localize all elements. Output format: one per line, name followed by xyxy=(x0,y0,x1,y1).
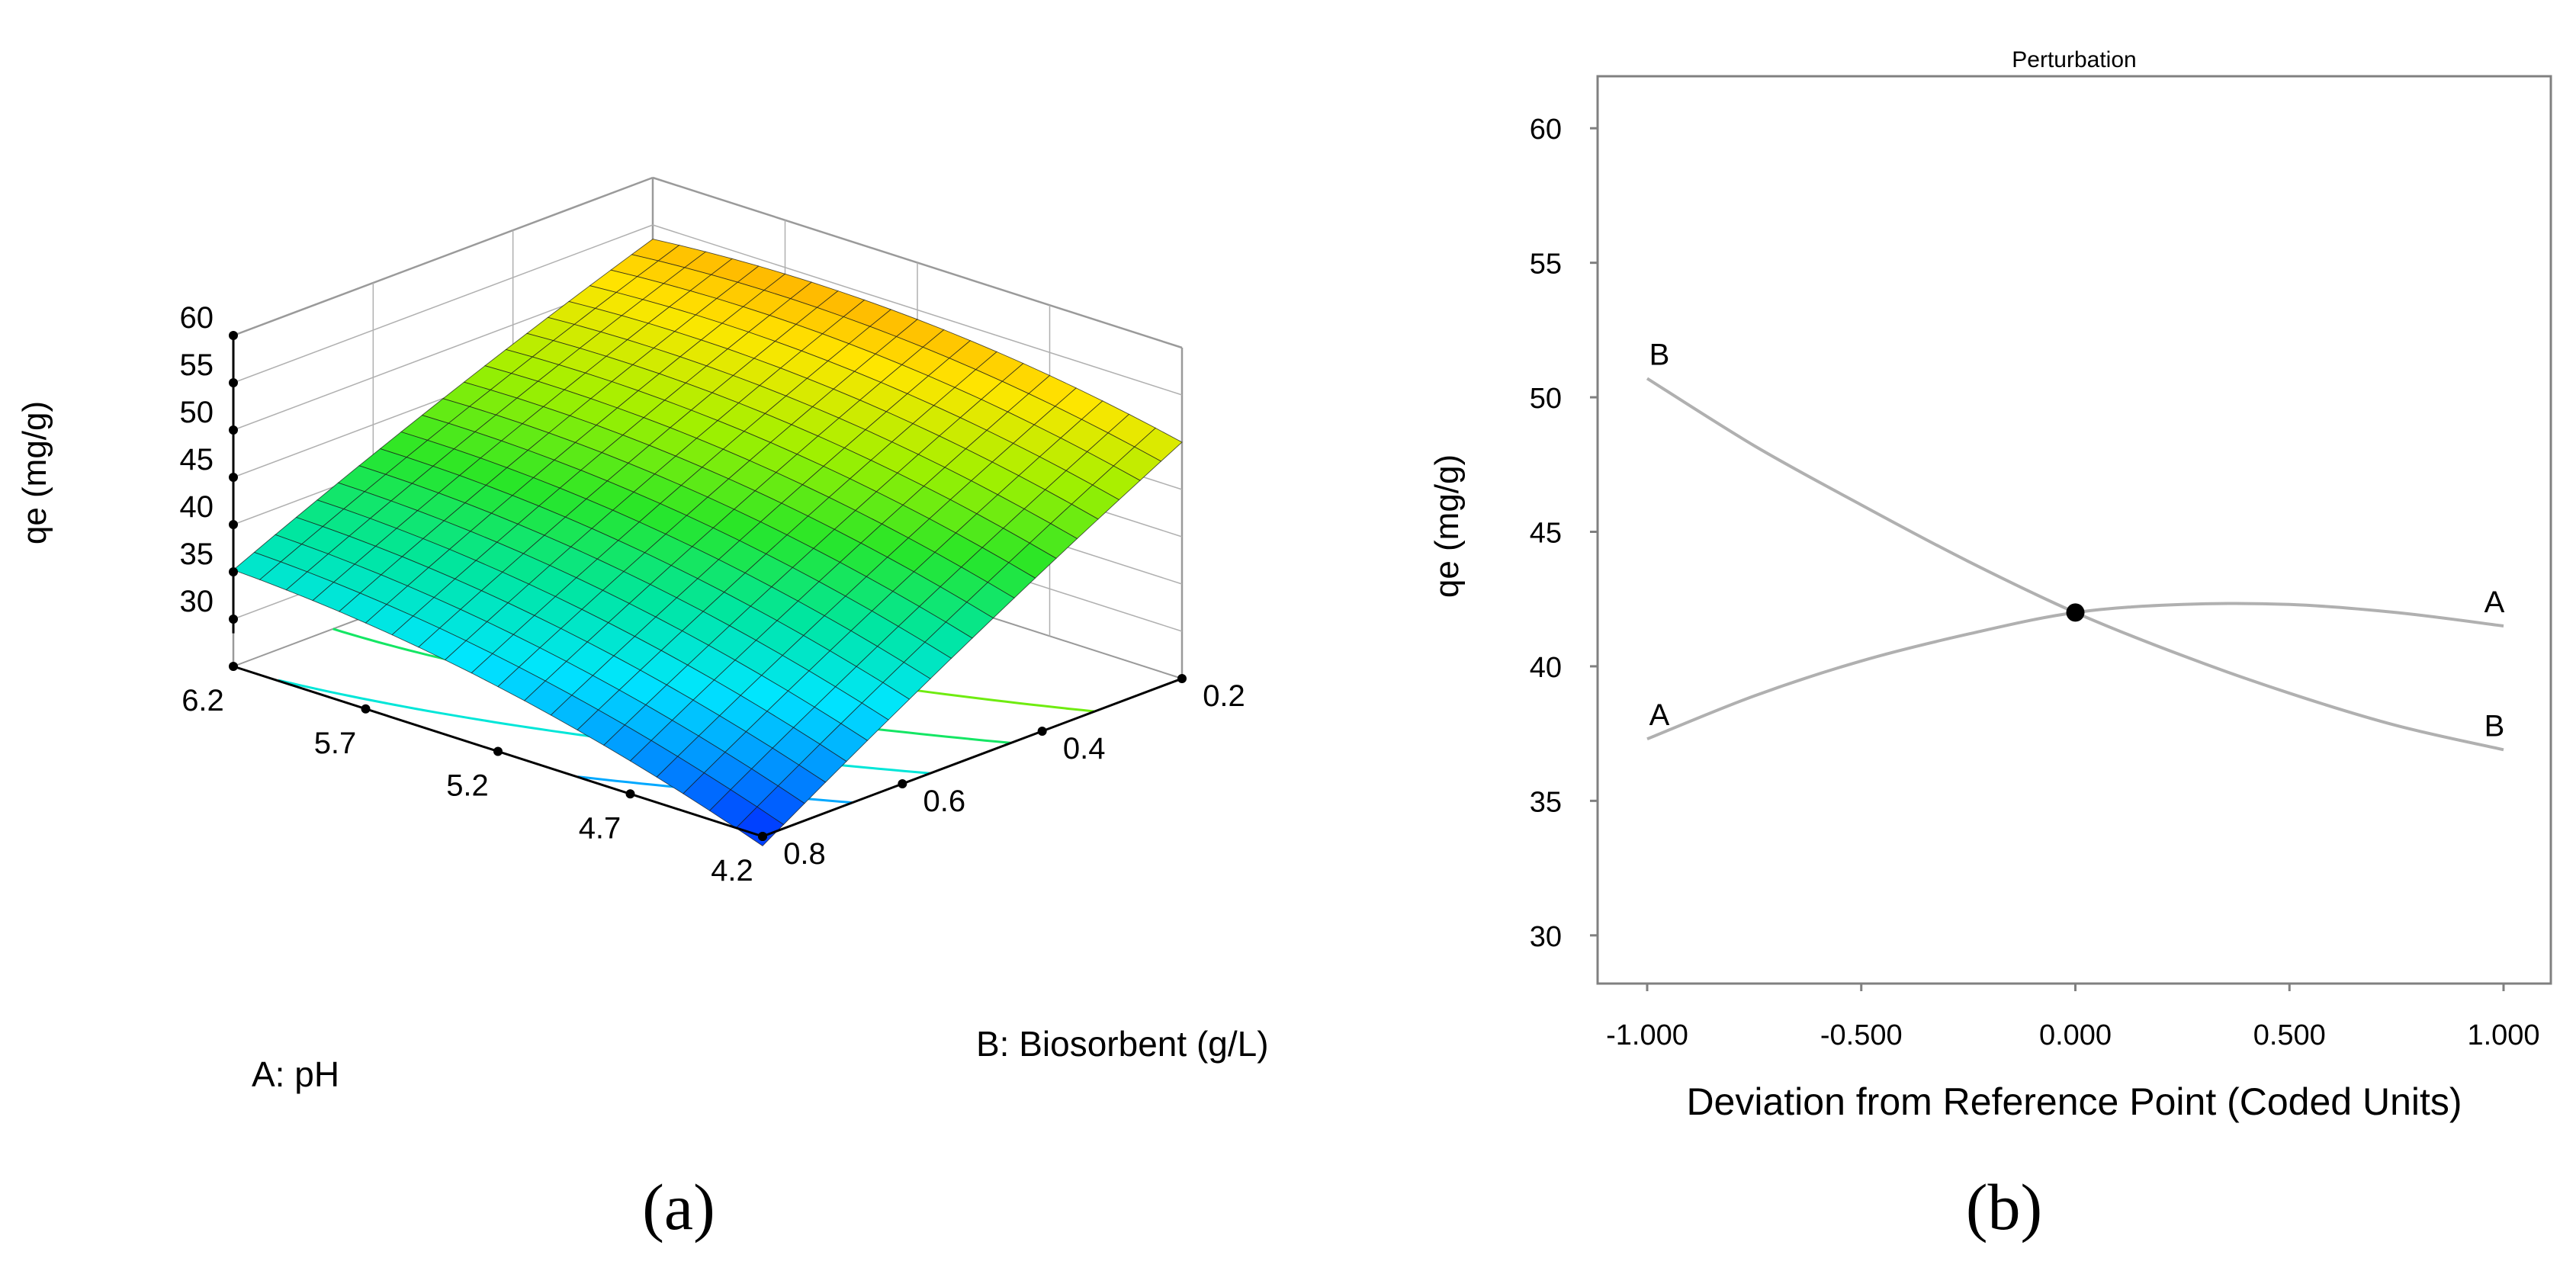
x-tick-dot xyxy=(361,704,371,714)
z-tick-dot xyxy=(229,615,238,624)
x-tick-label: 6.2 xyxy=(181,684,224,717)
x-tick-label: 4.7 xyxy=(579,811,622,845)
y-tick-dot xyxy=(758,832,767,841)
x-tick-label: 1.000 xyxy=(2467,1019,2539,1051)
z-tick-dot xyxy=(229,520,238,529)
wall-grid-horizontal xyxy=(233,224,654,384)
panel-b-caption: (b) xyxy=(1966,1170,2042,1244)
perturbation-x-axis-label: Deviation from Reference Point (Coded Un… xyxy=(1686,1080,2462,1123)
y-tick-label: 30 xyxy=(1530,921,1562,953)
x-tick-dot xyxy=(229,662,238,671)
y-tick-dot xyxy=(898,779,907,788)
x-tick-label: 5.7 xyxy=(314,727,357,760)
x-tick-label: 0.000 xyxy=(2039,1019,2112,1051)
z-tick-label: 30 xyxy=(180,585,214,618)
z-tick-label: 60 xyxy=(180,301,214,335)
surface-z-axis-label: qe (mg/g) xyxy=(16,401,53,544)
y-tick-label: 0.4 xyxy=(1063,732,1106,765)
perturbation-series: A A B B xyxy=(1646,338,2505,752)
x-tick-label: -0.500 xyxy=(1820,1019,1903,1051)
z-tick-dot xyxy=(229,378,238,387)
y-tick-label: 0.6 xyxy=(923,785,966,818)
series-label-B-end: B xyxy=(2484,709,2505,743)
y-tick-label: 0.8 xyxy=(783,837,826,871)
x-tick-label: 5.2 xyxy=(446,769,489,803)
series-label-A-start: A xyxy=(1649,698,1670,732)
x-tick-dot xyxy=(625,789,635,799)
z-tick-label: 50 xyxy=(180,396,214,429)
perturbation-title: Perturbation xyxy=(2012,47,2136,72)
z-tick-label: 45 xyxy=(180,443,214,477)
y-axis-line xyxy=(762,677,1183,838)
y-tick-dot xyxy=(1177,674,1187,683)
surface-axes: 6.2 5.7 5.2 4.7 4.2 0.2 0.4 0.6 0.8 60 55 50 45 40 35 3… xyxy=(180,301,1245,887)
z-tick-label: 35 xyxy=(180,538,214,571)
z-tick-dot xyxy=(229,331,238,340)
perturbation-y-ticks: 30 35 40 45 50 55 60 xyxy=(1530,114,1598,953)
x-tick-label: 4.2 xyxy=(711,854,753,887)
y-tick-label: 50 xyxy=(1530,383,1562,415)
panel-a-surface-plot: 6.2 5.7 5.2 4.7 4.2 0.2 0.4 0.6 0.8 60 55 50 45 40 35 3… xyxy=(16,176,1269,1244)
perturbation-x-ticks: -1.000 -0.500 0.000 0.500 1.000 xyxy=(1606,984,2540,1051)
wall-left-top xyxy=(233,176,654,337)
y-tick-label: 55 xyxy=(1530,249,1562,281)
wall-grid-horizontal xyxy=(652,224,1183,396)
surface-cell xyxy=(735,806,785,846)
z-tick-dot xyxy=(229,473,238,482)
z-tick-dot xyxy=(229,425,238,435)
panel-a-caption: (a) xyxy=(642,1170,715,1244)
panel-b-perturbation-plot: Perturbation 30 35 40 45 50 55 60 -1.000 -0.500… xyxy=(1428,47,2552,1244)
response-surface-mesh xyxy=(233,239,1183,846)
perturbation-plot-frame xyxy=(1596,75,2552,985)
z-tick-label: 40 xyxy=(180,490,214,524)
series-label-A-end: A xyxy=(2484,586,2505,619)
x-tick-dot xyxy=(493,746,503,756)
z-tick-label: 55 xyxy=(180,348,214,382)
x-tick-label: 0.500 xyxy=(2253,1019,2326,1051)
y-tick-dot xyxy=(1037,727,1047,736)
z-tick-dot xyxy=(229,567,238,576)
surface-x-axis-label: A: pH xyxy=(252,1054,339,1094)
y-tick-label: 40 xyxy=(1530,652,1562,684)
y-tick-label: 60 xyxy=(1530,114,1562,146)
surface-y-axis-label: B: Biosorbent (g/L) xyxy=(976,1024,1269,1064)
reference-point-marker xyxy=(2066,603,2085,622)
y-tick-label: 35 xyxy=(1530,786,1562,818)
series-label-B-start: B xyxy=(1649,338,1670,371)
perturbation-y-axis-label: qe (mg/g) xyxy=(1428,454,1466,598)
x-tick-label: -1.000 xyxy=(1606,1019,1688,1051)
y-tick-label: 45 xyxy=(1530,518,1562,550)
y-tick-label: 0.2 xyxy=(1203,679,1245,713)
